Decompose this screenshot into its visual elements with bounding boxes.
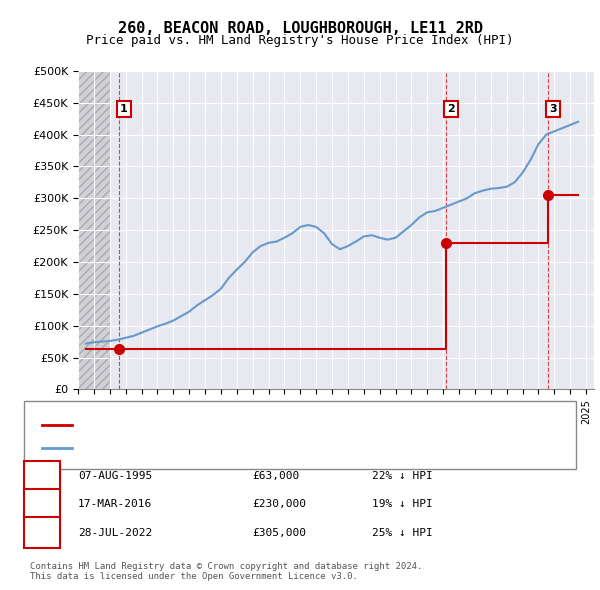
Text: £305,000: £305,000: [252, 528, 306, 537]
Text: HPI: Average price, detached house, Charnwood: HPI: Average price, detached house, Char…: [78, 444, 359, 453]
Text: 2: 2: [38, 500, 46, 509]
Text: Contains HM Land Registry data © Crown copyright and database right 2024.
This d: Contains HM Land Registry data © Crown c…: [30, 562, 422, 581]
Text: £230,000: £230,000: [252, 500, 306, 509]
Bar: [78, 71, 110, 389]
Text: 28-JUL-2022: 28-JUL-2022: [78, 528, 152, 537]
Text: 3: 3: [38, 528, 46, 537]
Text: 1: 1: [38, 471, 46, 481]
Text: 2: 2: [447, 104, 455, 114]
Text: 260, BEACON ROAD, LOUGHBOROUGH, LE11 2RD (detached house): 260, BEACON ROAD, LOUGHBOROUGH, LE11 2RD…: [78, 420, 434, 430]
Text: 19% ↓ HPI: 19% ↓ HPI: [372, 500, 433, 509]
Text: 25% ↓ HPI: 25% ↓ HPI: [372, 528, 433, 537]
Text: 3: 3: [549, 104, 557, 114]
Text: 07-AUG-1995: 07-AUG-1995: [78, 471, 152, 481]
Text: 17-MAR-2016: 17-MAR-2016: [78, 500, 152, 509]
Text: £63,000: £63,000: [252, 471, 299, 481]
Text: 22% ↓ HPI: 22% ↓ HPI: [372, 471, 433, 481]
Text: Price paid vs. HM Land Registry's House Price Index (HPI): Price paid vs. HM Land Registry's House …: [86, 34, 514, 47]
Text: 260, BEACON ROAD, LOUGHBOROUGH, LE11 2RD: 260, BEACON ROAD, LOUGHBOROUGH, LE11 2RD: [118, 21, 482, 35]
Text: 1: 1: [120, 104, 128, 114]
